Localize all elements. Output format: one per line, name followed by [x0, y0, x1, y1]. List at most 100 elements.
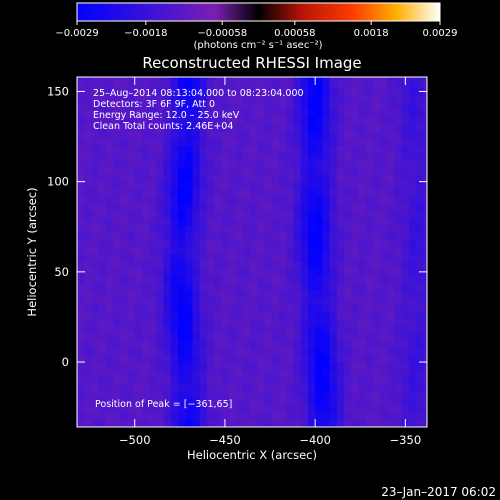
- heatmap-cell: [279, 275, 287, 284]
- heatmap-cell: [127, 282, 136, 291]
- heatmap-cell: [192, 268, 201, 276]
- heatmap-cell: [271, 87, 280, 96]
- heatmap-cell: [250, 188, 258, 197]
- heatmap-cell: [336, 196, 345, 204]
- heatmap-cell: [185, 138, 193, 146]
- heatmap-cell: [300, 138, 309, 146]
- heatmap-cell: [242, 102, 251, 110]
- heatmap-cell: [423, 325, 427, 334]
- heatmap-cell: [141, 188, 150, 197]
- heatmap-cell: [300, 224, 309, 233]
- heatmap-cell: [242, 181, 251, 190]
- heatmap-cell: [141, 347, 150, 356]
- heatmap-cell: [257, 239, 266, 247]
- heatmap-cell: [120, 224, 128, 233]
- heatmap-cell: [401, 131, 410, 139]
- heatmap-cell: [199, 196, 208, 204]
- heatmap-cell: [401, 390, 410, 399]
- heatmap-cell: [163, 354, 172, 363]
- heatmap-cell: [228, 405, 237, 413]
- heatmap-cell: [401, 282, 410, 291]
- heatmap-cell: [149, 275, 157, 284]
- heatmap-cell: [315, 362, 323, 370]
- heatmap-cell: [423, 318, 427, 327]
- heatmap-cell: [170, 203, 179, 211]
- heatmap-cell: [185, 109, 193, 118]
- heatmap-cell: [84, 196, 92, 204]
- heatmap-cell: [113, 419, 121, 427]
- heatmap-cell: [228, 109, 237, 118]
- heatmap-cell: [214, 109, 222, 118]
- heatmap-cell: [192, 390, 201, 399]
- heatmap-cell: [322, 109, 330, 118]
- heatmap-cell: [307, 268, 316, 276]
- heatmap-cell: [257, 419, 266, 427]
- heatmap-cell: [98, 152, 107, 161]
- heatmap-cell: [271, 311, 280, 320]
- heatmap-cell: [149, 159, 157, 168]
- heatmap-cell: [264, 102, 273, 110]
- heatmap-cell: [221, 333, 229, 341]
- heatmap-cell: [286, 167, 294, 175]
- heatmap-cell: [416, 311, 424, 320]
- heatmap-cell: [91, 325, 100, 334]
- heatmap-cell: [358, 362, 367, 370]
- heatmap-cell: [242, 289, 251, 298]
- heatmap-cell: [199, 87, 208, 96]
- heatmap-cell: [257, 80, 266, 89]
- heatmap-cell: [149, 174, 157, 183]
- heatmap-cell: [423, 181, 427, 190]
- heatmap-cell: [351, 282, 359, 291]
- heatmap-cell: [257, 152, 266, 161]
- heatmap-cell: [170, 268, 179, 276]
- heatmap-cell: [163, 203, 172, 211]
- heatmap-cell: [300, 340, 309, 349]
- heatmap-cell: [98, 369, 107, 377]
- heatmap-cell: [279, 398, 287, 406]
- heatmap-cell: [120, 318, 128, 327]
- heatmap-cell: [271, 167, 280, 175]
- heatmap-cell: [387, 217, 395, 226]
- heatmap-cell: [235, 333, 244, 341]
- heatmap-cell: [257, 275, 266, 284]
- heatmap-cell: [113, 304, 121, 312]
- heatmap-cell: [279, 261, 287, 269]
- heatmap-cell: [228, 376, 237, 385]
- heatmap-cell: [105, 159, 114, 168]
- heatmap-cell: [221, 181, 229, 190]
- heatmap-cell: [77, 311, 85, 320]
- heatmap-cell: [206, 376, 215, 385]
- heatmap-cell: [344, 325, 352, 334]
- heatmap-cell: [307, 354, 316, 363]
- heatmap-cell: [242, 390, 251, 399]
- heatmap-cell: [307, 261, 316, 269]
- heatmap-cell: [416, 333, 424, 341]
- heatmap-cell: [416, 362, 424, 370]
- heatmap-cell: [84, 325, 92, 334]
- heatmap-cell: [170, 77, 179, 82]
- heatmap-cell: [257, 325, 266, 334]
- heatmap-cell: [235, 398, 244, 406]
- heatmap-cell: [257, 131, 266, 139]
- heatmap-cell: [300, 152, 309, 161]
- heatmap-cell: [380, 181, 388, 190]
- heatmap-cell: [408, 268, 417, 276]
- heatmap-cell: [271, 275, 280, 284]
- heatmap-cell: [134, 311, 143, 320]
- heatmap-cell: [380, 347, 388, 356]
- heatmap-cell: [113, 369, 121, 377]
- heatmap-cell: [178, 224, 186, 233]
- heatmap-cell: [141, 116, 150, 125]
- heatmap-cell: [300, 239, 309, 247]
- heatmap-cell: [401, 116, 410, 125]
- heatmap-cell: [380, 210, 388, 219]
- heatmap-cell: [279, 268, 287, 276]
- heatmap-cell: [423, 261, 427, 269]
- heatmap-cell: [113, 102, 121, 110]
- heatmap-cell: [134, 167, 143, 175]
- heatmap-cell: [235, 289, 244, 298]
- heatmap-cell: [221, 188, 229, 197]
- heatmap-cell: [206, 325, 215, 334]
- heatmap-cell: [336, 297, 345, 305]
- heatmap-cell: [423, 145, 427, 154]
